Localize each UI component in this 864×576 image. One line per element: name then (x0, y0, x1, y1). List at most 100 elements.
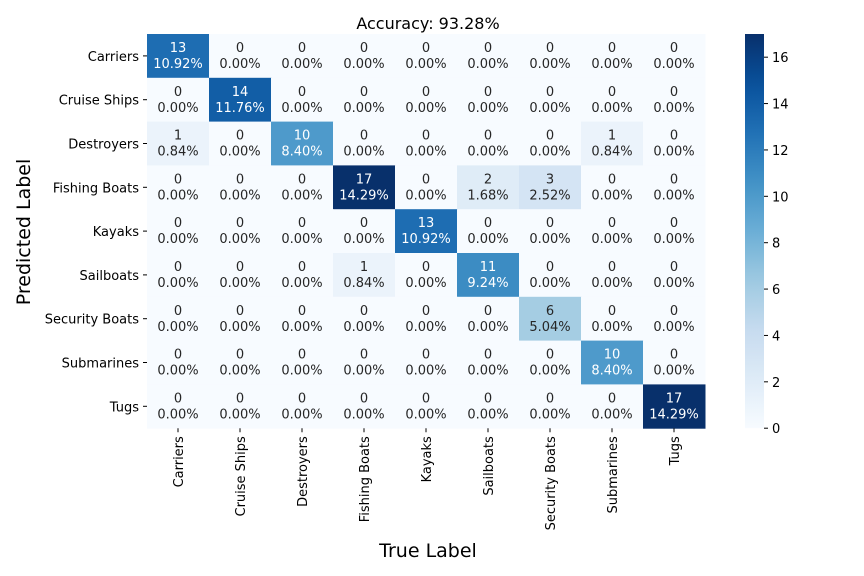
cell-percent-label: 0.00% (467, 364, 508, 379)
heatmap-cell (333, 384, 396, 429)
heatmap-cell (519, 34, 582, 79)
heatmap-cell (333, 296, 396, 342)
heatmap-cell (271, 209, 334, 254)
y-axis-ticks: Carriers Cruise Ships Destroyers Fishing Bo… (45, 50, 147, 415)
heatmap-cell (519, 165, 582, 210)
cell-percent-label: 0.00% (157, 364, 198, 379)
y-tick-label: Destroyers (68, 138, 139, 153)
cell-percent-label: 0.00% (467, 145, 508, 160)
heatmap-cell (271, 121, 334, 166)
cell-count-label: 0 (608, 260, 616, 275)
cell-count-label: 0 (174, 391, 182, 406)
cell-percent-label: 8.40% (591, 364, 632, 379)
heatmap-cell (519, 384, 582, 429)
colorbar: 0 2 4 6 8 10 12 14 16 (745, 34, 789, 437)
cell-count-label: 0 (484, 41, 492, 56)
cell-percent-label: 0.00% (281, 320, 322, 335)
cell-count-label: 0 (360, 129, 368, 144)
heatmap-cell (519, 340, 582, 385)
heatmap-cell (581, 296, 644, 342)
heatmap-cell (271, 384, 334, 429)
cell-count-label: 0 (360, 304, 368, 319)
heatmap-cell (147, 209, 210, 254)
cell-percent-label: 0.00% (281, 276, 322, 291)
heatmap-cell (147, 340, 210, 385)
cell-count-label: 0 (174, 216, 182, 231)
cell-count-label: 0 (546, 85, 554, 100)
cell-count-label: 0 (360, 348, 368, 363)
heatmap-cell (333, 121, 396, 166)
heatmap-cell (581, 165, 644, 210)
cell-percent-label: 0.00% (219, 232, 260, 247)
cell-count-label: 0 (422, 85, 430, 100)
cell-percent-label: 0.00% (591, 188, 632, 203)
colorbar-tick-label: 10 (772, 190, 789, 205)
y-tick-label: Fishing Boats (53, 181, 139, 196)
cell-count-label: 0 (670, 129, 678, 144)
colorbar-tick-label: 16 (772, 51, 789, 66)
y-tick-label: Sailboats (80, 269, 140, 284)
cell-percent-label: 0.00% (281, 407, 322, 422)
cell-count-label: 0 (484, 85, 492, 100)
heatmap-cell (333, 165, 396, 210)
cell-count-label: 0 (236, 348, 244, 363)
x-tick-label: Sailboats (482, 436, 497, 496)
heatmap-cell (643, 253, 706, 298)
cell-count-label: 0 (608, 41, 616, 56)
cell-percent-label: 0.00% (343, 320, 384, 335)
heatmap-cell (643, 384, 706, 429)
y-tick-label: Cruise Ships (59, 94, 140, 109)
y-tick-label: Submarines (62, 357, 140, 372)
heatmap-cell (209, 77, 272, 123)
cell-count-label: 0 (546, 129, 554, 144)
cell-count-label: 0 (174, 172, 182, 187)
cell-count-label: 0 (298, 85, 306, 100)
heatmap-cell (643, 77, 706, 123)
cell-percent-label: 0.00% (405, 101, 446, 116)
cell-percent-label: 0.00% (591, 232, 632, 247)
cell-count-label: 0 (422, 391, 430, 406)
x-tick-label: Submarines (606, 436, 621, 514)
heatmap-cell (643, 165, 706, 210)
heatmap-cell (643, 296, 706, 342)
heatmap-cell (643, 209, 706, 254)
cell-count-label: 0 (546, 216, 554, 231)
heatmap-cell (643, 340, 706, 385)
cell-count-label: 0 (670, 85, 678, 100)
cell-count-label: 1 (174, 129, 182, 144)
cell-percent-label: 0.00% (529, 145, 570, 160)
cell-count-label: 0 (670, 172, 678, 187)
cell-percent-label: 0.00% (591, 276, 632, 291)
colorbar-tick-label: 2 (772, 376, 780, 391)
cell-percent-label: 2.52% (529, 188, 570, 203)
cell-count-label: 0 (546, 391, 554, 406)
heatmap-cell (209, 209, 272, 254)
cell-percent-label: 10.92% (153, 57, 203, 72)
heatmap-cell (581, 253, 644, 298)
heatmap-cell (271, 165, 334, 210)
cell-percent-label: 0.00% (653, 145, 694, 160)
heatmap-cell (457, 77, 520, 123)
heatmap-cell (209, 34, 272, 79)
heatmap-cell (581, 34, 644, 79)
cell-count-label: 0 (360, 216, 368, 231)
cell-count-label: 1 (608, 129, 616, 144)
heatmap-cell (519, 296, 582, 342)
chart-title: Accuracy: 93.28% (356, 14, 499, 33)
heatmap-cell (519, 253, 582, 298)
cell-percent-label: 0.00% (219, 364, 260, 379)
cell-count-label: 0 (298, 391, 306, 406)
cell-count-label: 0 (236, 172, 244, 187)
x-tick-label: Destroyers (296, 436, 311, 507)
heatmap-cell (147, 296, 210, 342)
heatmap-cell (395, 253, 458, 298)
cell-percent-label: 0.00% (157, 320, 198, 335)
cell-percent-label: 5.04% (529, 320, 570, 335)
heatmap-cell (519, 77, 582, 123)
cell-percent-label: 0.00% (405, 364, 446, 379)
cell-count-label: 10 (604, 348, 621, 363)
cell-percent-label: 0.00% (157, 276, 198, 291)
cell-count-label: 0 (236, 216, 244, 231)
x-axis-label: True Label (378, 540, 477, 562)
heatmap-cell (581, 121, 644, 166)
